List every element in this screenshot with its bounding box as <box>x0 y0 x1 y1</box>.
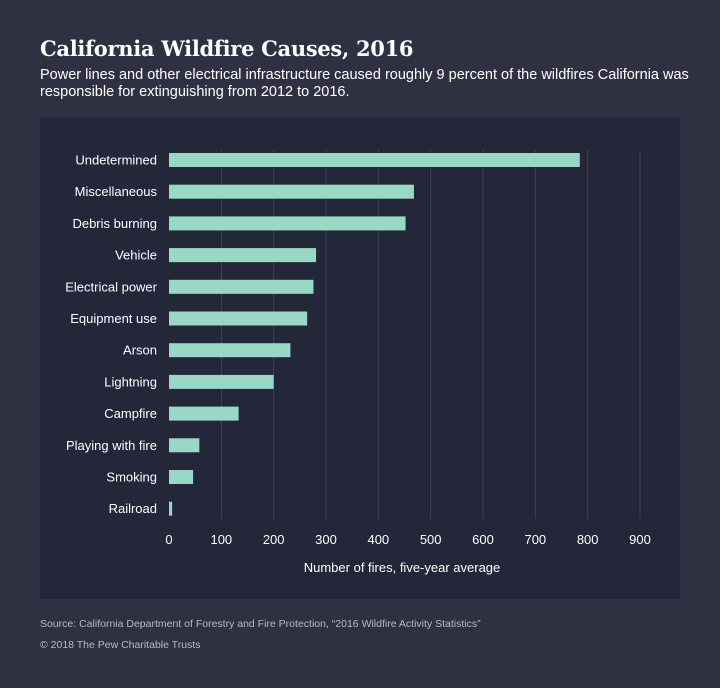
category-label: Arson <box>123 343 157 358</box>
x-tick-label: 100 <box>210 532 232 547</box>
category-label: Electrical power <box>65 279 157 294</box>
x-tick-label: 800 <box>577 532 599 547</box>
category-label: Railroad <box>109 501 157 516</box>
bar <box>169 248 317 263</box>
bar <box>169 184 414 199</box>
bar <box>169 343 291 358</box>
bar <box>169 406 239 421</box>
x-tick-label: 700 <box>524 532 546 547</box>
category-label: Playing with fire <box>66 438 157 453</box>
bars <box>169 153 580 516</box>
category-label: Equipment use <box>70 311 157 326</box>
category-label: Campfire <box>104 406 157 421</box>
bar <box>169 153 580 167</box>
source-note: Source: California Department of Forestr… <box>40 618 481 630</box>
bar <box>169 438 200 453</box>
x-tick-label: 500 <box>420 532 442 547</box>
x-tick-label: 600 <box>472 532 494 547</box>
bar <box>169 279 314 294</box>
chart-subtitle: Power lines and other electrical infrast… <box>40 67 689 100</box>
category-label: Smoking <box>106 470 157 485</box>
x-tick-label: 300 <box>315 532 337 547</box>
grid-lines <box>220 150 641 519</box>
category-label: Debris burning <box>72 216 157 231</box>
x-tick-label: 200 <box>263 532 285 547</box>
bar <box>169 374 274 389</box>
copyright-note: © 2018 The Pew Charitable Trusts <box>40 639 201 651</box>
category-label: Miscellaneous <box>75 184 158 199</box>
category-label: Lightning <box>104 374 157 389</box>
x-tick-label: 900 <box>629 532 651 547</box>
category-label: Undetermined <box>75 153 157 168</box>
bar-chart: Undetermined Miscellaneous Debris burning V… <box>65 150 651 575</box>
tick-labels: 0 100 200 300 400 500 600 700 800 900 <box>165 532 650 547</box>
bar <box>169 501 173 516</box>
bar <box>169 311 308 326</box>
x-tick-label: 400 <box>367 532 389 547</box>
category-labels: Undetermined Miscellaneous Debris burning V… <box>65 153 157 517</box>
x-axis-label: Number of fires, five-year average <box>304 560 501 575</box>
x-tick-label: 0 <box>165 532 172 547</box>
bar <box>169 216 406 231</box>
category-label: Vehicle <box>115 248 157 263</box>
bar <box>169 470 194 484</box>
chart-title: California Wildfire Causes, 2016 <box>40 36 414 61</box>
chart-panel: Undetermined Miscellaneous Debris burning V… <box>40 117 680 599</box>
